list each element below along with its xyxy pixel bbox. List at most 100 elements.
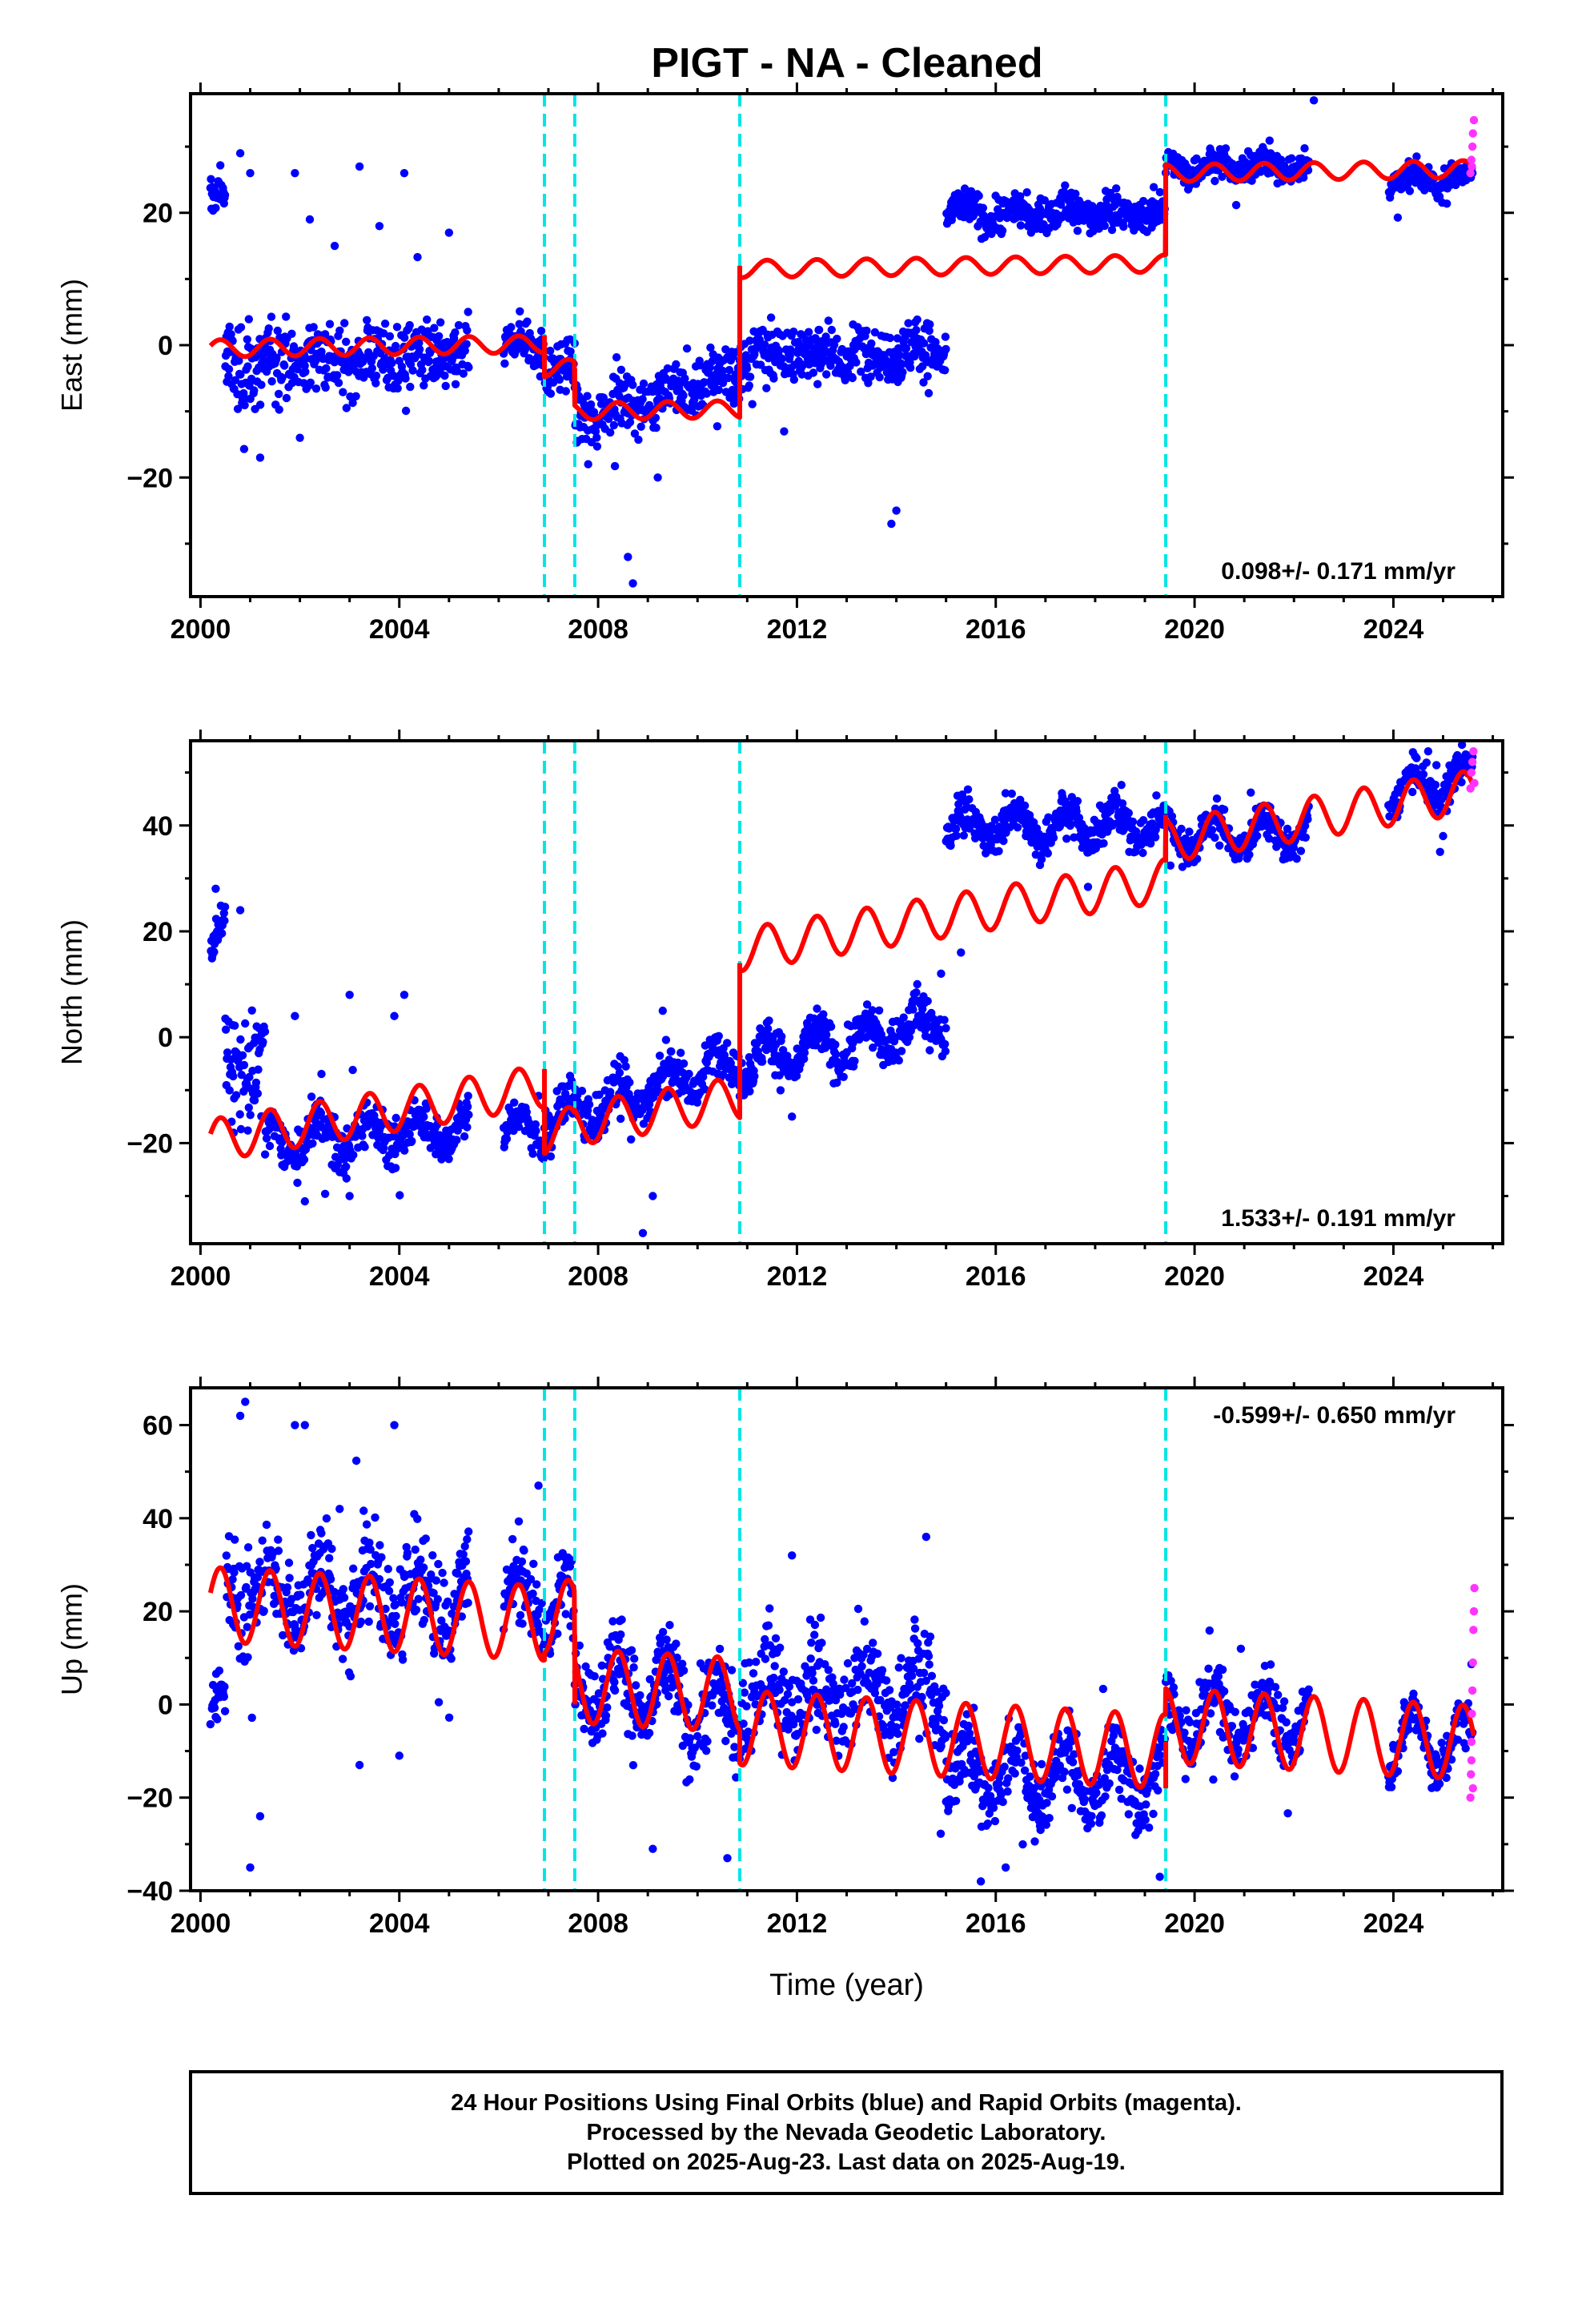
final-orbit-point	[365, 1602, 375, 1611]
final-orbit-point	[630, 429, 640, 438]
final-orbit-point	[244, 315, 253, 324]
final-orbit-point	[889, 1037, 899, 1046]
final-orbit-point	[606, 428, 615, 437]
final-orbit-point	[577, 1087, 587, 1096]
final-orbit-point	[909, 1005, 917, 1014]
x-tick-label: 2024	[1363, 1261, 1424, 1292]
final-orbit-point	[599, 393, 608, 402]
final-orbit-point	[360, 1143, 369, 1152]
final-orbit-point	[299, 1155, 309, 1164]
final-orbit-outlier	[246, 168, 255, 178]
final-orbit-point	[254, 1065, 263, 1074]
final-orbit-point	[215, 1667, 224, 1675]
final-orbit-point	[210, 947, 219, 956]
final-orbit-point	[408, 366, 417, 375]
final-orbit-point	[285, 1574, 294, 1582]
final-orbit-point	[679, 1059, 689, 1068]
final-orbit-point	[595, 1090, 604, 1100]
final-orbit-point	[857, 367, 865, 376]
final-orbit-point	[765, 1604, 774, 1613]
final-orbit-point	[693, 1098, 702, 1108]
final-orbit-outlier	[291, 1011, 299, 1020]
final-orbit-point	[913, 979, 921, 989]
final-orbit-point	[516, 1610, 525, 1620]
final-orbit-point	[1013, 823, 1022, 832]
final-orbit-point	[831, 1050, 841, 1059]
final-orbit-point	[752, 1658, 761, 1667]
final-orbit-point	[727, 1666, 737, 1675]
final-orbit-point	[608, 1617, 617, 1626]
final-orbit-point	[739, 1719, 748, 1728]
final-orbit-point	[651, 413, 661, 422]
final-orbit-point	[453, 1569, 462, 1578]
final-orbit-point	[714, 1031, 723, 1041]
final-orbit-point	[713, 422, 722, 431]
final-orbit-point	[213, 1715, 222, 1723]
final-orbit-point	[738, 1679, 748, 1687]
final-orbit-point	[603, 1703, 612, 1712]
final-orbit-point	[515, 320, 524, 328]
final-orbit-point	[219, 909, 228, 918]
final-orbit-point	[869, 1043, 877, 1052]
final-orbit-point	[243, 1622, 251, 1631]
rate-label-east: 0.098+/- 0.171 mm/yr	[1221, 558, 1456, 585]
final-orbit-point	[529, 1559, 538, 1569]
final-orbit-outlier	[638, 1228, 648, 1237]
final-orbit-point	[339, 1585, 347, 1594]
final-orbit-point	[405, 1130, 414, 1139]
final-orbit-point	[274, 1546, 283, 1555]
final-orbit-point	[663, 364, 673, 373]
final-orbit-point	[824, 316, 833, 325]
final-orbit-point	[566, 347, 575, 356]
final-orbit-point	[616, 1114, 625, 1124]
final-orbit-outlier	[235, 149, 245, 158]
final-orbit-outlier	[444, 228, 454, 237]
final-orbit-point	[235, 1110, 244, 1119]
final-orbit-point	[416, 1555, 425, 1564]
final-orbit-point	[672, 1639, 681, 1648]
final-orbit-point	[322, 1514, 331, 1523]
final-orbit-point	[627, 1135, 636, 1144]
final-orbit-point	[1443, 199, 1452, 208]
final-orbit-point	[207, 175, 215, 183]
final-orbit-point	[236, 1035, 245, 1044]
final-orbit-point	[231, 1535, 239, 1544]
final-orbit-point	[994, 846, 1003, 856]
final-orbit-point	[761, 1655, 770, 1663]
final-orbit-point	[303, 1575, 312, 1584]
final-orbit-point	[668, 1683, 677, 1692]
final-orbit-point	[839, 1072, 848, 1082]
final-orbit-point	[325, 1554, 334, 1562]
final-orbit-point	[371, 372, 381, 380]
final-orbit-point	[380, 320, 390, 328]
final-orbit-point	[692, 1762, 701, 1771]
final-orbit-point	[438, 1568, 447, 1578]
final-orbit-point	[586, 400, 596, 409]
final-orbit-point	[239, 444, 249, 453]
final-orbit-point	[616, 365, 626, 374]
final-orbit-point	[1177, 824, 1186, 834]
final-orbit-outlier	[653, 473, 662, 482]
final-orbit-outlier	[400, 991, 409, 999]
final-orbit-point	[403, 1549, 412, 1558]
final-orbit-point	[308, 1543, 317, 1553]
final-orbit-point	[276, 1144, 285, 1153]
final-orbit-point	[441, 381, 450, 391]
final-orbit-point	[444, 1597, 452, 1606]
final-orbit-point	[701, 1084, 709, 1094]
final-orbit-point	[906, 364, 915, 372]
final-orbit-point	[1435, 847, 1444, 857]
final-orbit-point	[813, 1004, 821, 1013]
final-orbit-point	[274, 389, 283, 399]
final-orbit-point	[371, 379, 380, 388]
final-orbit-point	[253, 1089, 263, 1098]
final-orbit-point	[415, 339, 424, 348]
final-orbit-point	[1412, 754, 1421, 762]
rapid-orbit-point	[1469, 747, 1478, 756]
final-orbit-point	[718, 1070, 728, 1080]
final-orbit-point	[1020, 801, 1030, 810]
final-orbit-point	[317, 347, 326, 356]
final-orbit-outlier	[255, 453, 265, 462]
final-orbit-point	[220, 916, 229, 925]
final-orbit-point	[430, 324, 439, 332]
